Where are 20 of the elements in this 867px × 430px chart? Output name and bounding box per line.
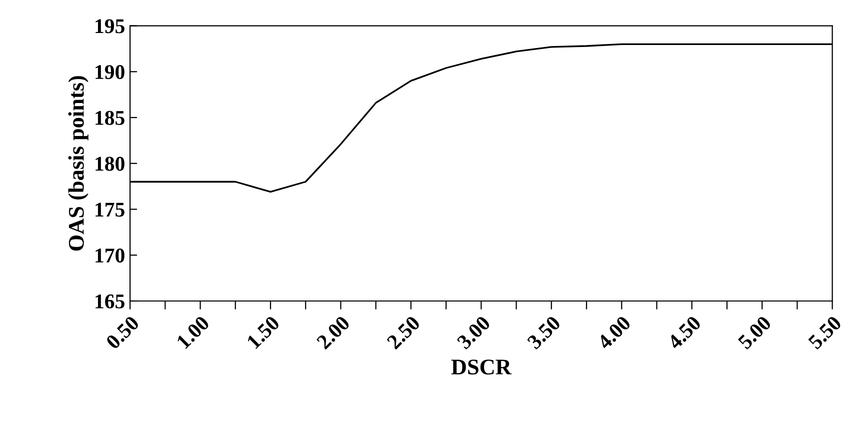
y-tick-label: 175 xyxy=(96,202,124,217)
y-axis-title: OAS (basis points) xyxy=(68,76,88,251)
x-tick-label: 5.50 xyxy=(808,315,842,350)
x-tick-label: 3.00 xyxy=(456,315,492,350)
x-tick-label: 2.00 xyxy=(316,315,351,350)
x-axis-title: DSCR xyxy=(451,360,512,375)
x-tick-label: 0.50 xyxy=(105,315,140,350)
x-tick-label: 4.00 xyxy=(596,315,632,350)
x-tick-label: 5.00 xyxy=(737,315,772,350)
y-tick-label: 180 xyxy=(96,156,124,171)
x-tick-label: 1.00 xyxy=(176,315,210,350)
y-tick-label: 195 xyxy=(96,19,124,34)
x-tick-label: 3.50 xyxy=(526,315,562,350)
x-tick-label: 2.50 xyxy=(386,315,421,350)
y-tick-label: 170 xyxy=(96,248,124,263)
y-tick-label: 165 xyxy=(96,294,124,308)
y-tick-label: 185 xyxy=(96,110,124,125)
x-tick-label: 4.50 xyxy=(666,315,702,350)
x-tick-label: 1.50 xyxy=(246,315,280,350)
y-tick-label: 190 xyxy=(96,65,124,80)
